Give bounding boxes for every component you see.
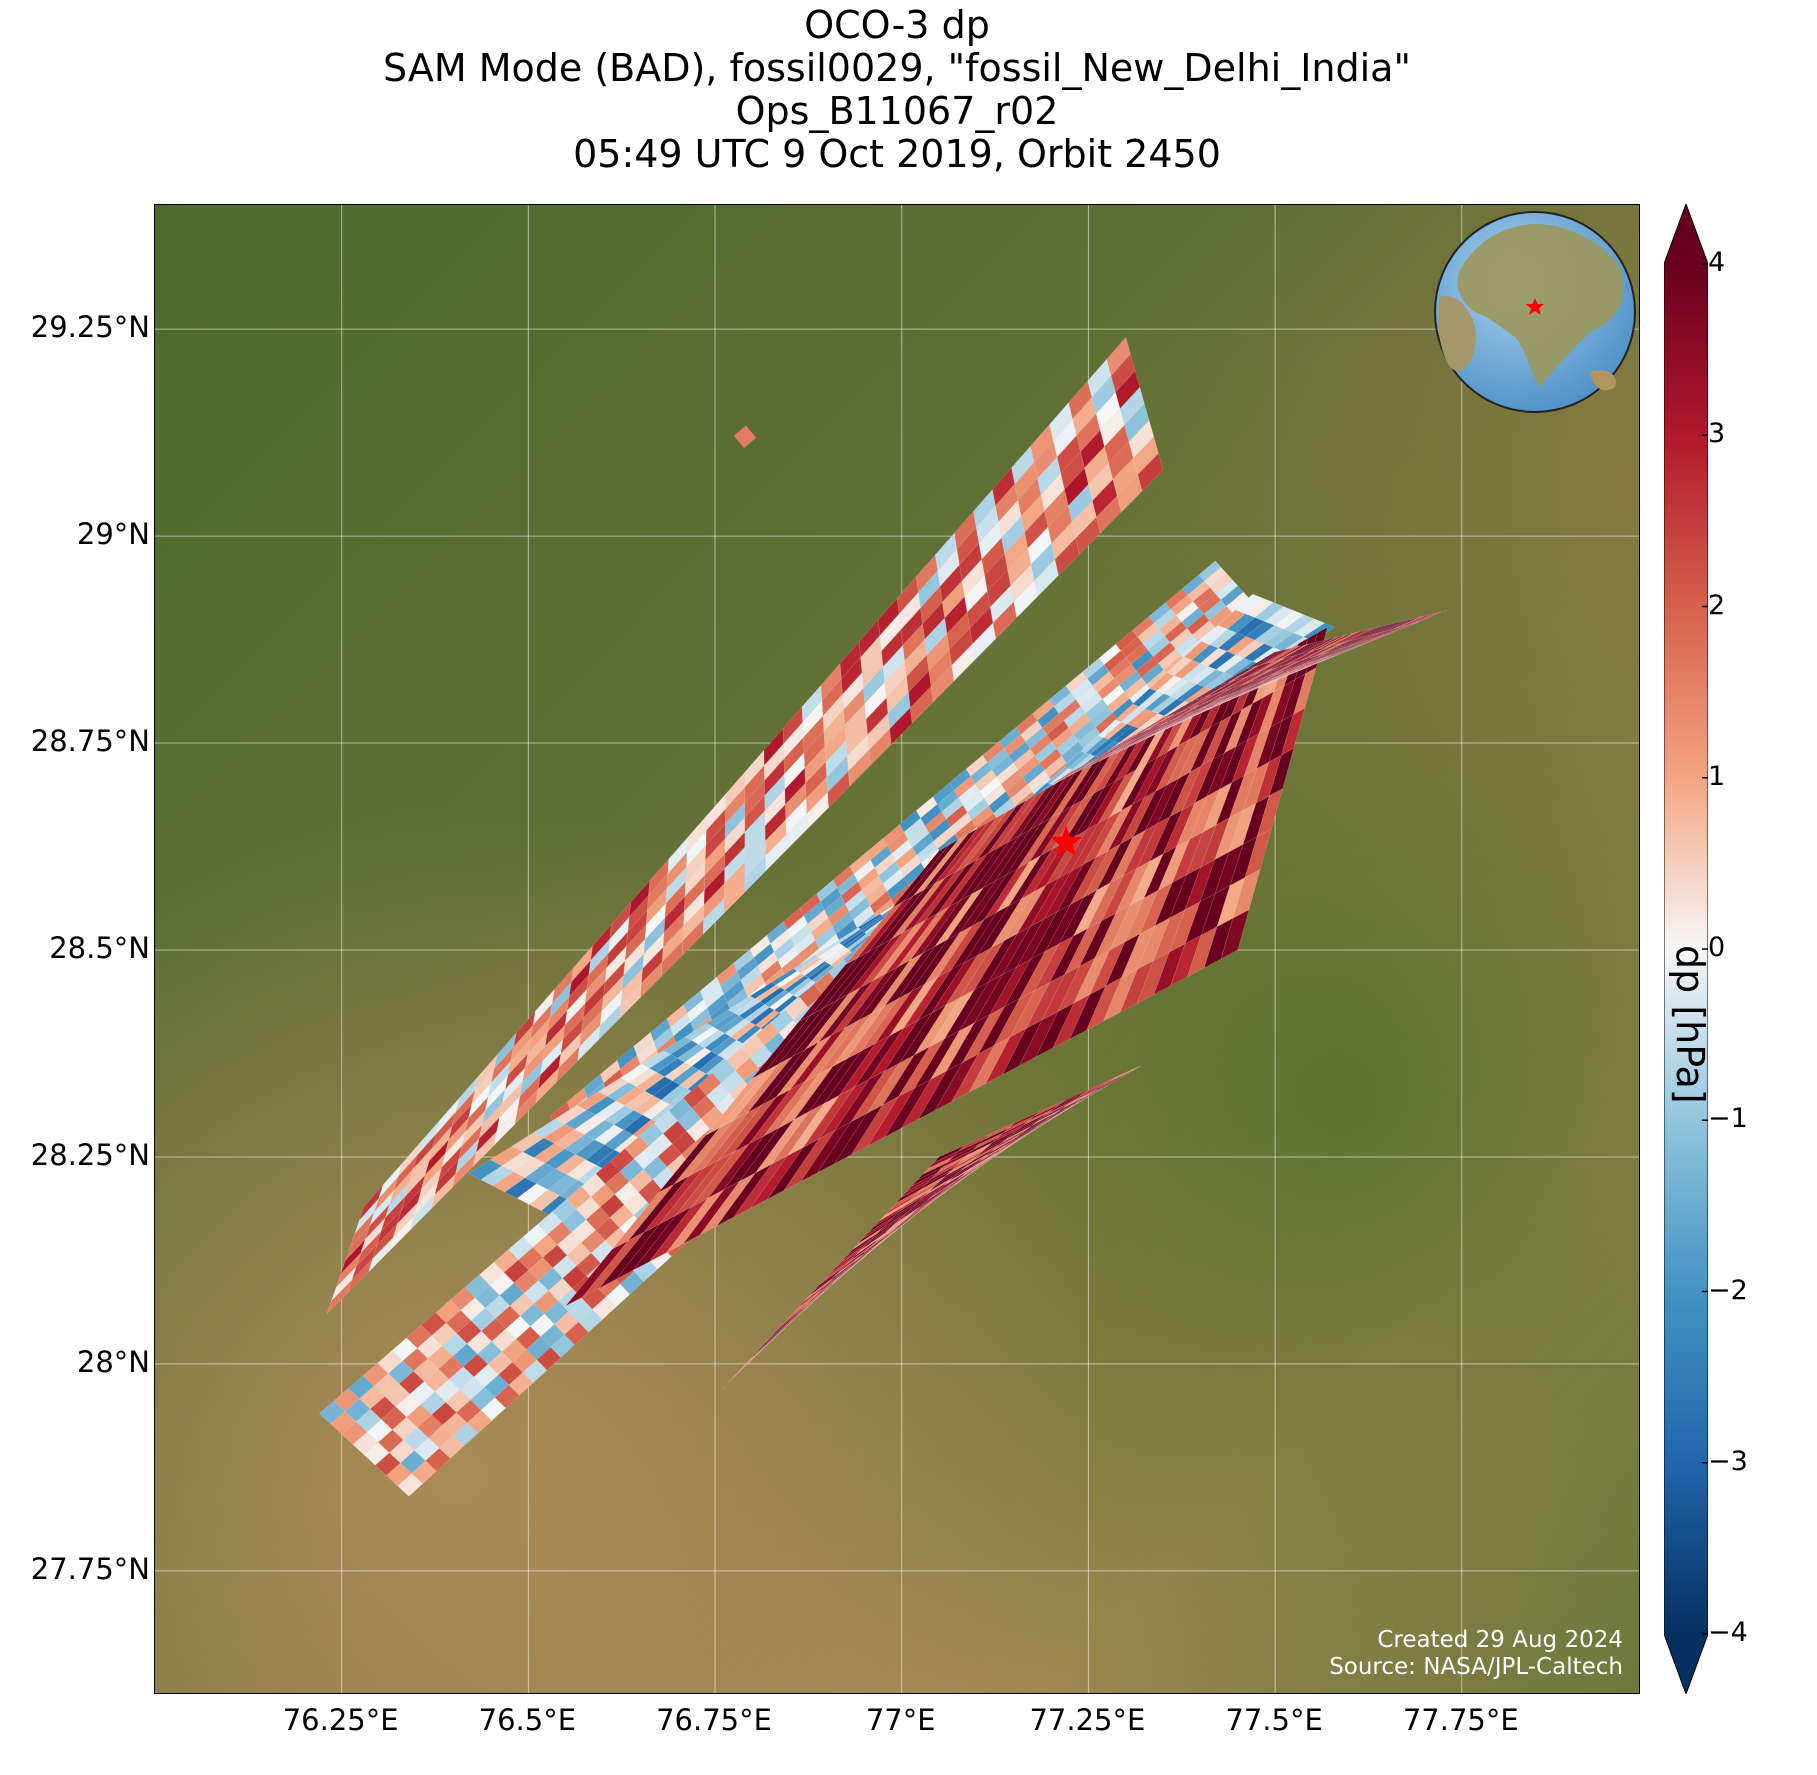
title-line-4: 05:49 UTC 9 Oct 2019, Orbit 2450 [573, 132, 1221, 176]
swath-6 [722, 1065, 1141, 1389]
dp-swaths [318, 336, 1447, 1497]
swath-4 [565, 626, 1328, 1307]
sounding-cell [1235, 593, 1264, 614]
colorbar-tick-label: 1 [1708, 760, 1726, 792]
lon-tick-label: 76.5°E [478, 1703, 577, 1737]
lat-tick-label: 28°N [76, 1344, 150, 1379]
globe-star-icon [1526, 298, 1544, 315]
colorbar-tick-label: 2 [1708, 589, 1726, 621]
lat-tick-label: 29.25°N [30, 310, 150, 345]
lat-tick-label: 28.25°N [30, 1137, 150, 1172]
lon-tick-label: 76.25°E [282, 1703, 399, 1737]
map-panel[interactable]: Created 29 Aug 2024 Source: NASA/JPL-Cal… [154, 204, 1640, 1694]
colorbar-tick-label: 3 [1708, 418, 1726, 450]
colorbar-tick-label: −1 [1708, 1103, 1748, 1135]
lon-tick-label: 77.5°E [1225, 1703, 1323, 1737]
swath-5 [1050, 610, 1447, 785]
lon-tick-label: 77.75°E [1402, 1703, 1519, 1737]
colorbar-extend-bottom [1664, 1634, 1708, 1694]
swath-0 [326, 336, 1164, 1315]
colorbar-gradient [1664, 264, 1708, 1634]
colorbar-tick-label: 0 [1708, 932, 1726, 963]
title-line-2: SAM Mode (BAD), fossil0029, "fossil_New_… [383, 46, 1411, 90]
map-canvas [155, 205, 1639, 1693]
target-star-icon [1049, 825, 1083, 857]
credits: Created 29 Aug 2024 Source: NASA/JPL-Cal… [1329, 1627, 1623, 1681]
lat-tick-label: 28.5°N [49, 931, 150, 965]
globe-land-aus [1590, 370, 1616, 391]
lon-tick-label: 77.25°E [1029, 1703, 1146, 1737]
sounding-cell [1414, 610, 1447, 624]
colorbar-extend-top [1664, 204, 1708, 264]
lon-tick-label: 77°E [865, 1703, 936, 1737]
colorbar-label: dp [hPa] [1668, 945, 1712, 1104]
colorbar-tick-label: −4 [1708, 1617, 1748, 1648]
globe-land-africa [1438, 296, 1476, 372]
source-credit: Source: NASA/JPL-Caltech [1329, 1654, 1623, 1680]
figure-title: OCO-3 dp SAM Mode (BAD), fossil0029, "fo… [154, 4, 1640, 176]
lat-tick-label: 28.75°N [30, 724, 150, 759]
lat-tick-label: 29°N [76, 517, 150, 552]
sounding-cell [1109, 1065, 1141, 1082]
colorbar [1664, 204, 1708, 1694]
created-date: Created 29 Aug 2024 [1377, 1627, 1623, 1653]
sounding-cell-isolated [733, 425, 757, 449]
title-line-3: Ops_B11067_r02 [735, 89, 1059, 133]
colorbar-tick-label: 4 [1708, 247, 1726, 278]
colorbar-tick-label: −2 [1708, 1274, 1748, 1306]
lon-tick-label: 76.75°E [656, 1703, 772, 1737]
sounding-cell [1106, 336, 1131, 377]
inset-globe [1434, 211, 1636, 413]
title-line-1: OCO-3 dp [804, 3, 990, 47]
colorbar-tick-label: −3 [1708, 1445, 1748, 1477]
marker-layer [1049, 825, 1083, 857]
lat-tick-label: 27.75°N [30, 1551, 150, 1586]
